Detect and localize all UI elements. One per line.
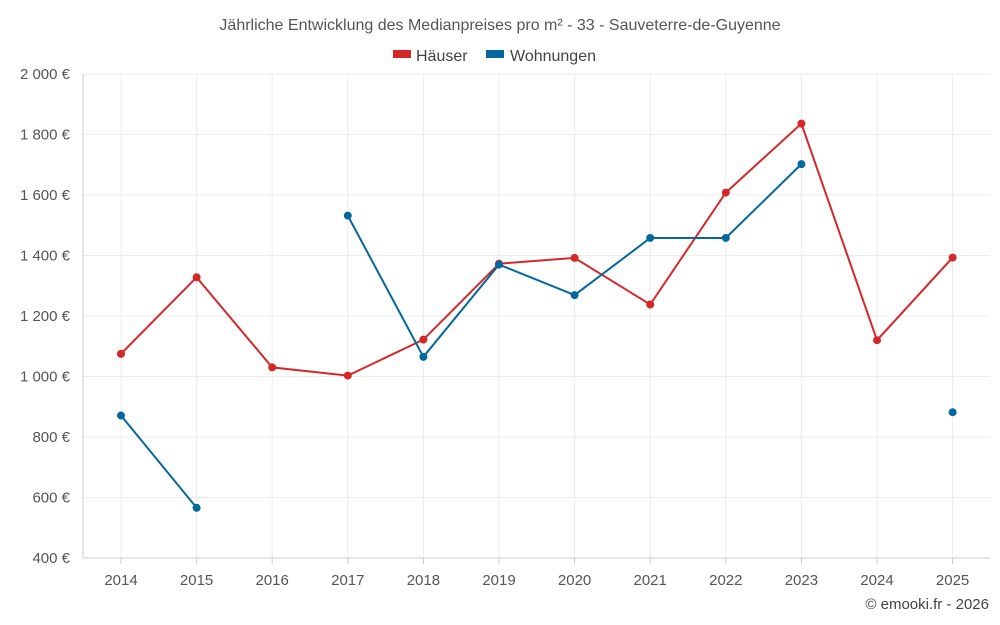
y-tick-label: 1 000 € [20, 369, 71, 386]
data-point-haeuser[interactable] [268, 363, 277, 372]
legend-item-haeuser[interactable]: Häuser [393, 48, 468, 65]
data-point-wohnungen[interactable] [192, 503, 201, 512]
data-point-haeuser[interactable] [117, 349, 125, 358]
x-tick-label: 2017 [331, 572, 364, 589]
data-point-haeuser[interactable] [721, 188, 730, 197]
x-tick-label: 2022 [709, 572, 742, 589]
gridlines [83, 73, 990, 559]
series-points [117, 119, 957, 512]
x-tick-label: 2018 [407, 572, 440, 589]
y-tick-label: 1 600 € [20, 187, 71, 204]
x-tick-label: 2021 [634, 572, 667, 589]
x-tick-label: 2023 [785, 572, 818, 589]
x-tick-label: 2024 [860, 572, 893, 589]
legend-label-wohnungen: Wohnungen [510, 48, 596, 65]
y-tick-label: 1 200 € [20, 308, 71, 325]
data-point-haeuser[interactable] [419, 335, 428, 344]
x-tick-label: 2015 [180, 572, 213, 589]
data-point-haeuser[interactable] [646, 300, 655, 309]
data-point-wohnungen[interactable] [646, 233, 655, 242]
y-tick-label: 400 € [32, 550, 70, 567]
legend-swatch-haeuser [393, 50, 411, 58]
data-point-wohnungen[interactable] [495, 260, 503, 269]
data-point-haeuser[interactable] [570, 253, 579, 262]
x-tick-label: 2025 [936, 572, 969, 589]
y-axis: 400 € 600 € 800 € 1 000 € 1 200 € 1 400 € 1 60… [20, 66, 84, 567]
legend-label-haeuser: Häuser [416, 48, 468, 65]
data-point-haeuser[interactable] [192, 273, 201, 282]
data-point-wohnungen[interactable] [570, 291, 579, 300]
chart-title: Jährliche Entwicklung des Medianpreises … [219, 17, 780, 34]
x-tick-label: 2020 [558, 572, 591, 589]
y-tick-label: 600 € [32, 490, 70, 507]
data-point-wohnungen[interactable] [117, 411, 125, 420]
legend-item-wohnungen[interactable]: Wohnungen [486, 48, 596, 65]
legend: Häuser Wohnungen [393, 48, 596, 65]
legend-swatch-wohnungen [486, 50, 504, 58]
x-axis: 2014 2015 2016 2017 2018 2019 2020 2021 2022 2023… [83, 557, 990, 589]
y-tick-label: 800 € [32, 429, 70, 446]
data-point-wohnungen[interactable] [948, 408, 957, 417]
data-point-haeuser[interactable] [948, 253, 957, 262]
x-tick-label: 2014 [104, 572, 137, 589]
data-point-wohnungen[interactable] [343, 211, 352, 220]
series-line-wohnungen [120, 414, 198, 509]
copyright-credit: © emooki.fr - 2026 [865, 596, 989, 613]
x-tick-label: 2016 [256, 572, 289, 589]
data-point-haeuser[interactable] [343, 371, 352, 380]
data-point-wohnungen[interactable] [419, 352, 428, 361]
data-point-haeuser[interactable] [797, 119, 806, 128]
data-point-wohnungen[interactable] [721, 233, 730, 242]
y-tick-label: 2 000 € [20, 66, 71, 83]
y-tick-label: 1 400 € [20, 248, 71, 265]
data-point-haeuser[interactable] [873, 336, 881, 345]
y-tick-label: 1 800 € [20, 127, 71, 144]
x-tick-label: 2019 [482, 572, 515, 589]
data-point-wohnungen[interactable] [797, 160, 806, 169]
series-line-haeuser [120, 121, 954, 377]
